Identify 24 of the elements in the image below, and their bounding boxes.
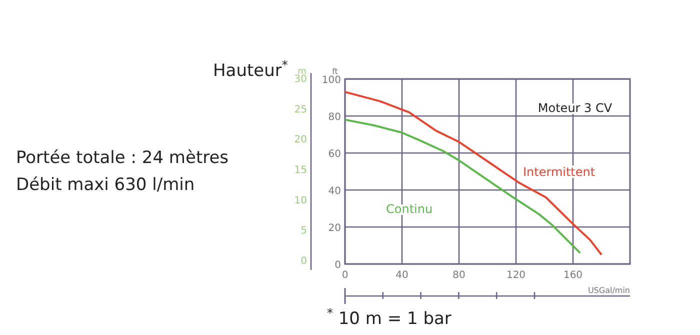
y-axis-title: ft (332, 67, 338, 76)
x-tick-label: 120 (506, 270, 526, 281)
y2-tick-label: 20 (294, 134, 307, 146)
y2-tick-label: 0 (300, 256, 307, 267)
y2-tick-label: 15 (294, 165, 307, 176)
text: Portée totale : 24 mètres (16, 148, 229, 168)
y2-tick-label: 25 (294, 104, 307, 116)
y2-tick-label: 5 (300, 226, 307, 237)
y2-tick-label: 10 (294, 195, 307, 206)
x2-axis-title: USGal/min (588, 286, 630, 295)
x-tick-label: 160 (563, 270, 583, 281)
x-tick-label: 0 (342, 270, 348, 281)
text: Débit maxi 630 l/min (16, 175, 195, 195)
text: Hauteur$^{*}$ (213, 58, 288, 81)
y-tick-label: 40 (328, 186, 341, 197)
y-tick-label: 20 (328, 223, 341, 234)
x-tick-label: 40 (396, 270, 408, 281)
y-tick-label: 100 (322, 75, 341, 86)
y2-tick-label: 30 (294, 74, 307, 85)
y-tick-label: 0 (334, 260, 341, 271)
x-tick-label: 80 (452, 270, 466, 281)
text: $^{*}$ 10 m = 1 bar (327, 306, 452, 329)
y-tick-label: 80 (328, 112, 341, 123)
y-tick-label: 60 (328, 149, 341, 160)
